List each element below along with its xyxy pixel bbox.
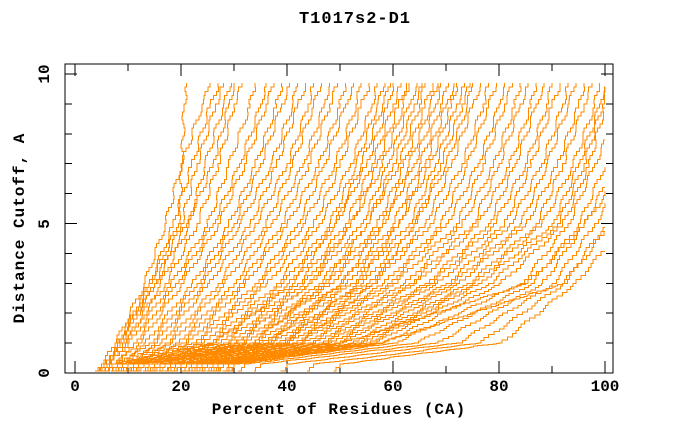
model-curve — [100, 83, 256, 372]
model-curve — [121, 83, 439, 372]
model-curve — [201, 83, 561, 372]
model-curve — [227, 139, 605, 372]
model-curve — [116, 83, 423, 372]
model-curve — [132, 83, 347, 372]
model-curve — [121, 83, 314, 372]
model-curve — [148, 83, 394, 372]
model-curve — [217, 83, 601, 372]
model-curve — [97, 83, 219, 372]
y-tick-label: 5 — [36, 218, 54, 229]
model-curve — [222, 86, 606, 372]
model-curve — [111, 83, 283, 372]
model-curve — [126, 83, 455, 372]
model-curve — [111, 83, 407, 372]
plot-border — [64, 63, 614, 374]
model-curve — [206, 83, 577, 372]
model-curve — [121, 83, 322, 372]
model-curve — [195, 83, 545, 372]
model-curve — [174, 83, 481, 372]
x-tick-label: 40 — [277, 378, 297, 396]
model-curve — [217, 191, 606, 372]
x-tick-label: 0 — [70, 378, 80, 396]
model-curve — [280, 203, 606, 372]
model-curve — [126, 83, 330, 372]
model-curve — [238, 167, 606, 372]
model-curve — [190, 83, 522, 372]
model-curve — [153, 83, 418, 372]
model-curve — [126, 83, 338, 372]
model-curve — [254, 187, 605, 372]
model-curve — [105, 83, 267, 372]
model-curve — [142, 83, 386, 372]
model-curve — [179, 83, 497, 372]
model-curve — [307, 227, 605, 372]
model-curve — [333, 250, 605, 372]
model-curve — [100, 83, 243, 372]
model-curve — [105, 83, 275, 372]
model-curve — [195, 83, 537, 372]
chart-title: T1017s2-D1 — [298, 10, 412, 29]
model-curve — [116, 83, 299, 372]
model-curve — [97, 83, 235, 372]
x-tick-label: 60 — [383, 378, 403, 396]
model-curve — [116, 83, 307, 372]
model-curve — [227, 231, 605, 372]
model-curve — [100, 83, 224, 372]
model-curve — [95, 83, 211, 372]
y-tick-label: 10 — [36, 64, 54, 84]
model-curve — [105, 83, 391, 372]
model-curve — [132, 83, 471, 372]
x-tick-label: 80 — [489, 378, 509, 396]
model-curve — [148, 83, 402, 372]
model-curve — [185, 83, 513, 372]
x-tick-label: 100 — [590, 378, 620, 396]
model-curve — [103, 83, 232, 372]
model-curve — [132, 83, 354, 372]
x-tick-label: 20 — [171, 378, 191, 396]
y-tick-label: 0 — [36, 368, 54, 378]
model-curve — [137, 83, 362, 372]
x-axis-label: Percent of Residues (CA) — [211, 401, 467, 419]
